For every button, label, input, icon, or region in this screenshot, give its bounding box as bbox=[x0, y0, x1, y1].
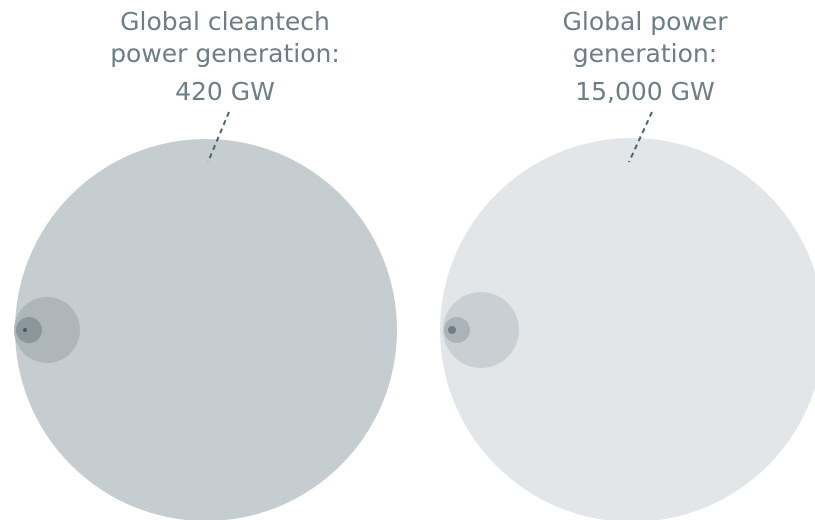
panel-1-title-line-1: Global power bbox=[563, 7, 729, 36]
panel-0-small-circle bbox=[16, 317, 42, 343]
panel-0-leader-line bbox=[207, 111, 230, 163]
panel-1-title-line-2: generation: bbox=[573, 39, 717, 68]
panel-0-title-line-2: power generation: bbox=[110, 39, 340, 68]
panel-1-outer-circle bbox=[440, 138, 815, 520]
panel-1-value-label: 15,000 GW bbox=[575, 77, 715, 106]
panel-0-dot-circle bbox=[23, 328, 27, 332]
panel-1-dot-circle bbox=[448, 326, 456, 334]
panel-0-mid-circle bbox=[14, 297, 80, 363]
panel-0-value-label: 420 GW bbox=[175, 77, 275, 106]
panel-1-leader-line bbox=[628, 111, 653, 163]
global-power-panel: Global power generation: 15,000 GW bbox=[440, 7, 815, 520]
panel-0-title-line-1: Global cleantech bbox=[120, 7, 330, 36]
panel-0-outer-circle bbox=[15, 139, 397, 520]
panel-1-small-circle bbox=[444, 317, 470, 343]
cleantech-panel: Global cleantech power generation: 420 GW bbox=[14, 7, 397, 520]
panel-1-mid-circle bbox=[443, 292, 519, 368]
